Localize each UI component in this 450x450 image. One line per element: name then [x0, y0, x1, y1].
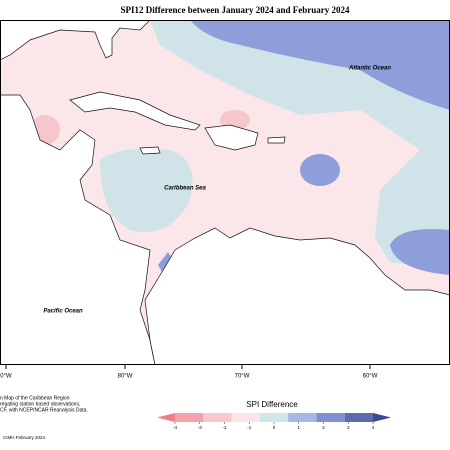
lon-label: 60°W — [363, 374, 378, 380]
cuba — [69, 91, 201, 131]
colorbar-tick-label: 1 — [297, 425, 300, 430]
blue-shade — [100, 148, 193, 232]
colorbar-title: SPI Difference — [246, 400, 298, 409]
colorbar-tick-label: -3 — [198, 425, 202, 430]
region-label: Pacific Ocean — [43, 309, 83, 315]
jamaica — [139, 146, 161, 155]
region-label: Caribbean Sea — [164, 186, 206, 192]
longitude-labels: 0°W 80°W 70°W 60°W — [0, 365, 378, 380]
colorbar-segment — [231, 413, 260, 422]
colorbar: SPI Difference -4 -3 -2 -1 0 1 2 3 4 — [157, 400, 391, 430]
south-america — [144, 227, 450, 365]
colorbar-tick-label: 0 — [273, 425, 276, 430]
blue-shade — [150, 20, 450, 270]
lon-label: 80°W — [118, 374, 133, 380]
blue-patch — [300, 154, 340, 186]
colorbar-tick-label: 4 — [372, 425, 375, 430]
lon-label: 70°W — [235, 374, 250, 380]
colorbar-segment — [316, 413, 345, 422]
colorbar-segment — [259, 413, 289, 422]
colorbar-segment — [288, 413, 317, 422]
colorbar-segment — [344, 413, 373, 422]
colorbar-tick-label: -2 — [222, 425, 226, 430]
map — [0, 20, 450, 365]
hispaniola — [204, 124, 259, 151]
region-label: Atlantic Ocean — [348, 66, 391, 72]
map-title: SPI12 Difference between January 2024 an… — [120, 5, 350, 15]
colorbar-tick-label: 3 — [347, 425, 350, 430]
puerto-rico — [267, 136, 286, 144]
lon-label: 0°W — [0, 374, 12, 380]
colorbar-tick-label: 2 — [322, 425, 325, 430]
colorbar-tick-label: -1 — [247, 425, 251, 430]
colorbar-segment — [203, 413, 232, 422]
colorbar-arrow — [373, 413, 391, 422]
note-line: n Map of the Caribbean Region — [0, 395, 70, 401]
blue-patch — [158, 252, 172, 272]
colorbar-tick-label: -4 — [173, 425, 177, 430]
north-america — [0, 20, 151, 61]
credit: CIMH February 2024 — [3, 435, 46, 440]
colorbar-arrow — [157, 413, 175, 422]
colorbar-segment — [175, 413, 204, 422]
note-line: regating station based observations, — [0, 401, 80, 407]
blue-patch — [190, 20, 450, 110]
note-line: CF, with NCEP/NCAR Reanalysis Data. — [0, 407, 88, 413]
blue-patch — [390, 229, 450, 275]
